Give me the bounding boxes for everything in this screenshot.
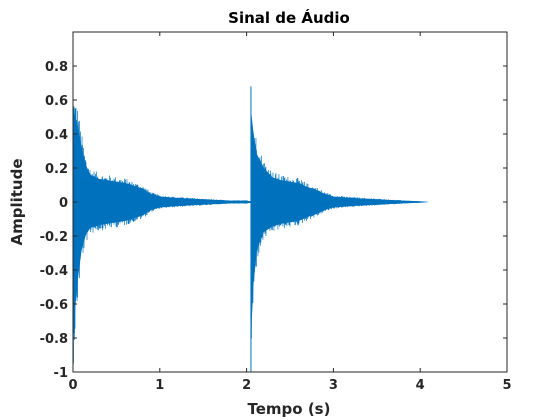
y-tick-label: 0.6 — [45, 94, 68, 109]
plot-area: 0 1 2 3 4 5 0.8 0.6 0.4 0.2 0 -0.2 -0.4 -0.6 -0.8 -1 — [40, 31, 512, 393]
x-tick-label: 3 — [329, 378, 338, 393]
y-tick-label: 0.2 — [45, 162, 68, 177]
y-tick-label: -0.2 — [40, 230, 68, 245]
y-axis-ticks: 0.8 0.6 0.4 0.2 0 -0.2 -0.4 -0.6 -0.8 -1 — [40, 60, 507, 381]
x-tick-label: 0 — [68, 378, 77, 393]
x-tick-label: 1 — [155, 378, 164, 393]
y-axis-label: Amplitude — [8, 158, 26, 245]
x-tick-label: 4 — [416, 378, 425, 393]
y-tick-label: -0.6 — [40, 298, 68, 313]
x-tick-label: 5 — [502, 378, 511, 393]
y-tick-label: -1 — [54, 366, 68, 381]
y-tick-label: -0.8 — [40, 332, 68, 347]
y-tick-label: 0 — [59, 196, 68, 211]
x-tick-label: 2 — [242, 378, 251, 393]
y-tick-label: 0.4 — [45, 128, 68, 143]
y-tick-label: -0.4 — [40, 264, 68, 279]
x-axis-ticks: 0 1 2 3 4 5 — [68, 32, 512, 393]
y-tick-label: 0.8 — [45, 60, 68, 75]
chart-title: Sinal de Áudio — [228, 8, 350, 27]
x-axis-label: Tempo (s) — [248, 400, 331, 418]
